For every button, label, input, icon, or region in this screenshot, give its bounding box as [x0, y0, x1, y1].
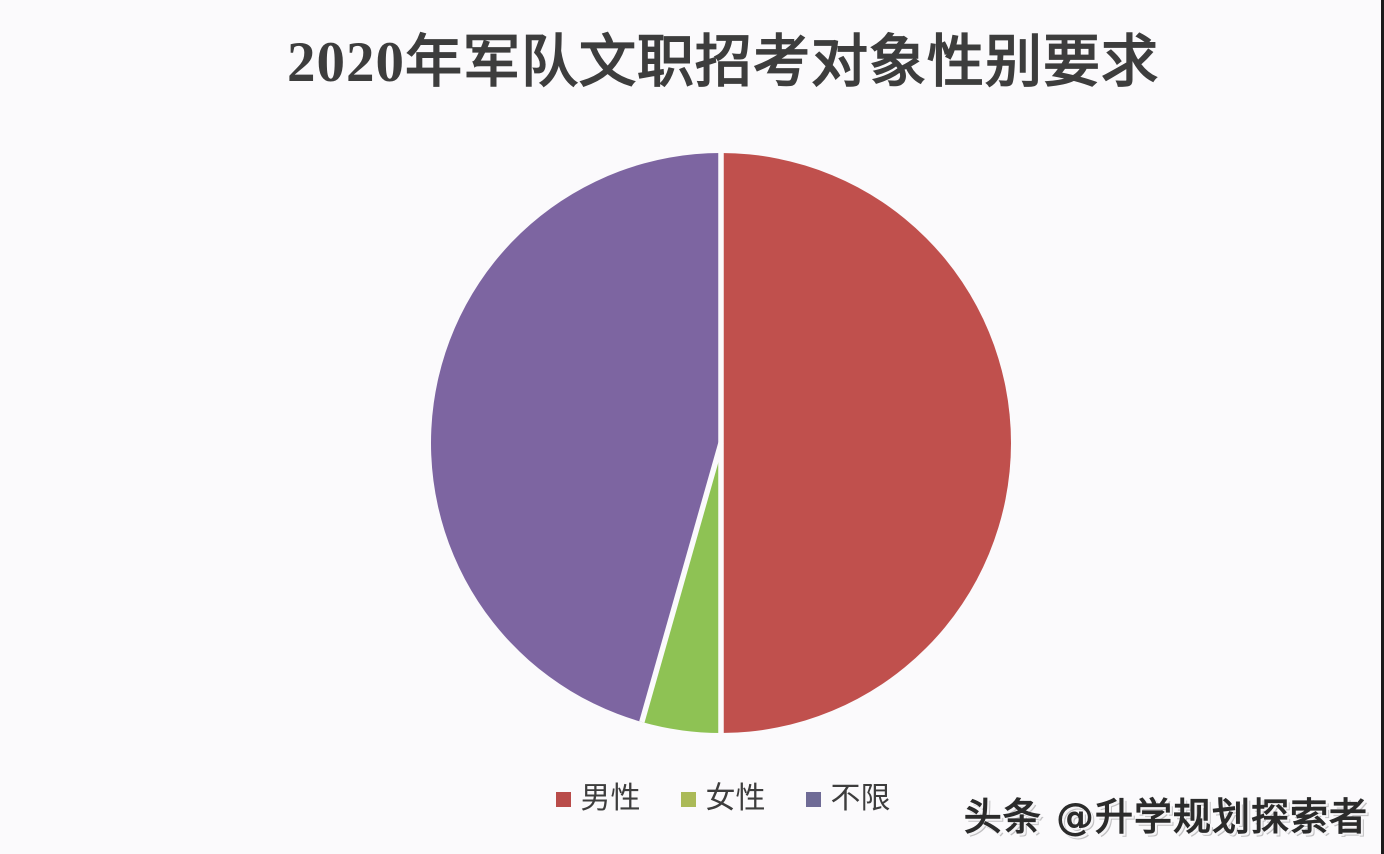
legend-label-male: 男性 [580, 782, 641, 815]
legend-swatch-female-icon [680, 791, 696, 807]
legend-item-male: 男性 [555, 782, 641, 815]
pie-slice-unrestricted [430, 153, 721, 722]
pie-chart [430, 153, 1011, 733]
chart-legend: 男性 女性 不限 [421, 784, 1025, 814]
chart-title: 2020年军队文职招考对象性别要求 [287, 31, 1159, 94]
pie-slice-male [721, 153, 1011, 733]
legend-item-female: 女性 [680, 782, 766, 815]
watermark-text: 头条 @升学规划探索者 [963, 795, 1368, 839]
legend-label-female: 女性 [705, 782, 766, 815]
legend-swatch-male-icon [555, 791, 571, 807]
pie-slice-separator [639, 442, 724, 723]
legend-label-unrestricted: 不限 [830, 782, 891, 815]
legend-item-unrestricted: 不限 [805, 782, 891, 815]
image-right-border [1381, 0, 1384, 854]
legend-swatch-unrestricted-icon [805, 791, 821, 807]
